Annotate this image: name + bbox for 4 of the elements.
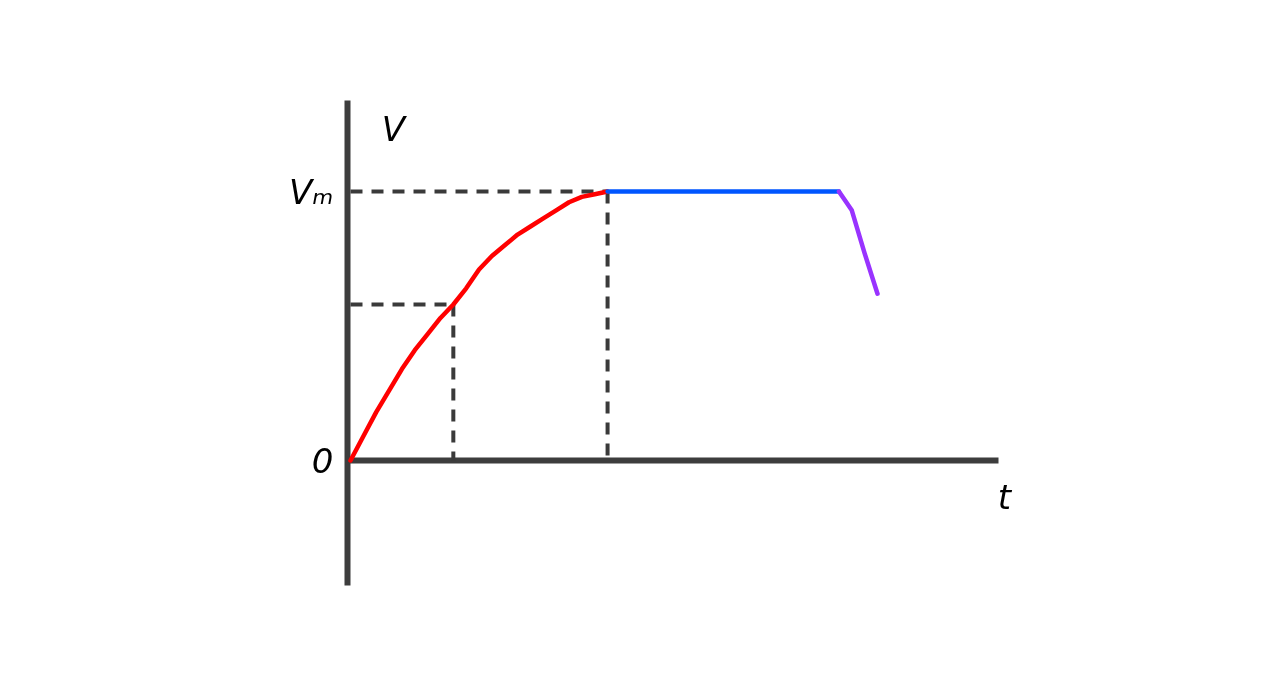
x-axis-title: t	[997, 476, 1013, 517]
y-axis-title: V	[381, 108, 408, 149]
ref-line-label: Vₘ	[289, 171, 334, 212]
text: 0	[311, 441, 334, 481]
